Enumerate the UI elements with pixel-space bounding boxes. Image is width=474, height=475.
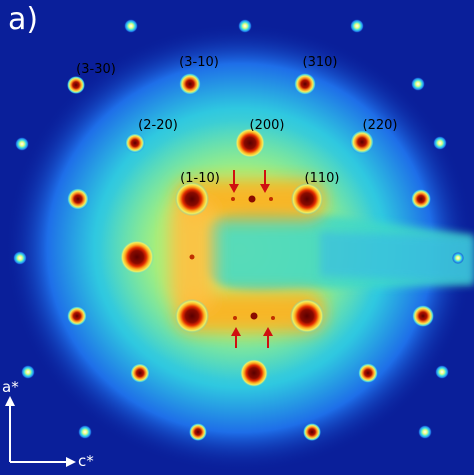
c-star-label: c* xyxy=(78,452,94,470)
spot-2-20 xyxy=(125,133,145,153)
a-star-label: a* xyxy=(2,378,19,396)
bragg-spots xyxy=(67,73,434,441)
panel-letter: a) xyxy=(8,2,39,37)
label-200: (200) xyxy=(249,118,285,133)
spot-3-30 xyxy=(67,76,85,94)
spot-200 xyxy=(235,128,265,158)
label-220: (220) xyxy=(362,118,398,133)
spot-110 xyxy=(291,183,323,215)
spot-3-10 xyxy=(179,73,201,95)
label-2-20: (2-20) xyxy=(138,118,178,133)
label-310: (310) xyxy=(302,55,338,70)
satellite-spots xyxy=(189,195,275,320)
outer-spots xyxy=(13,19,464,439)
reciprocal-axes xyxy=(5,396,76,467)
spot-220 xyxy=(350,130,374,154)
spot-1-10 xyxy=(175,182,209,216)
spot-310 xyxy=(294,73,316,95)
label-3-30: (3-30) xyxy=(76,62,116,77)
diffuse-bands xyxy=(170,180,325,332)
label-3-10: (3-10) xyxy=(179,55,219,70)
beam-stop-arm xyxy=(320,232,474,282)
red-arrows xyxy=(229,170,273,348)
label-110: (110) xyxy=(304,171,340,186)
label-1-10: (1-10) xyxy=(180,171,220,186)
